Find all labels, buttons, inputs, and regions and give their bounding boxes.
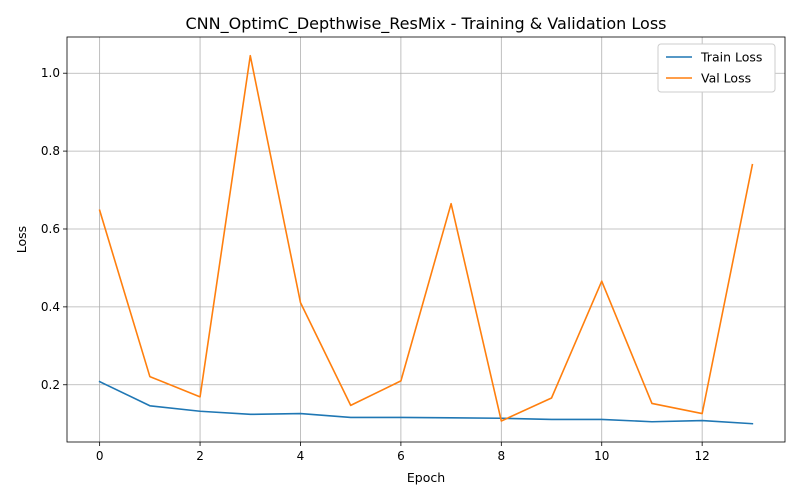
y-tick-label: 1.0	[41, 66, 60, 80]
chart-title: CNN_OptimC_Depthwise_ResMix - Training &…	[186, 14, 667, 34]
axis-ticks: 0 2 4 6 8 10 12 0.2 0.4 0.6 0.8 1.0	[41, 66, 710, 463]
x-tick-label: 12	[695, 449, 710, 463]
grid	[67, 37, 785, 442]
x-tick-label: 10	[594, 449, 609, 463]
legend-label-train-loss: Train Loss	[700, 50, 762, 65]
y-tick-label: 0.6	[41, 222, 60, 236]
x-tick-label: 0	[96, 449, 104, 463]
x-tick-label: 4	[297, 449, 305, 463]
x-axis-label: Epoch	[407, 470, 445, 485]
legend-box	[657, 43, 776, 93]
y-axis-label: Loss	[14, 226, 29, 253]
series-line-val-loss	[98, 54, 754, 422]
y-tick-label: 0.2	[41, 378, 60, 392]
plot-frame	[66, 36, 786, 443]
series-line-train-loss	[98, 380, 754, 425]
y-tick-label: 0.8	[41, 144, 60, 158]
x-tick-label: 6	[397, 449, 405, 463]
y-tick-label: 0.4	[41, 300, 60, 314]
x-tick-label: 8	[497, 449, 505, 463]
series-lines	[98, 54, 754, 425]
legend-label-val-loss: Val Loss	[701, 71, 751, 86]
legend: Train Loss Val Loss	[657, 43, 776, 93]
x-tick-label: 2	[196, 449, 204, 463]
